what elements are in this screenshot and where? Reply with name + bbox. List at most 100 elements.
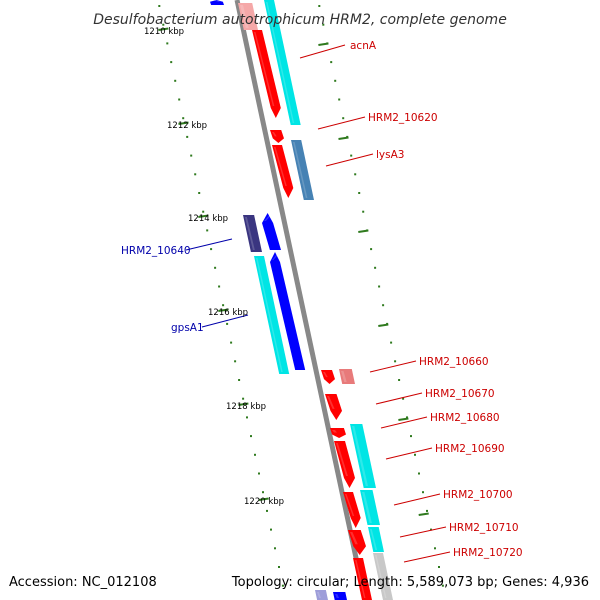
gene-features xyxy=(210,0,393,600)
gene-hrm2-10700-body[interactable] xyxy=(343,492,361,528)
gene-label-lysA3[interactable]: lysA3 xyxy=(376,149,404,161)
gene-hrm2-10700-partner-body[interactable] xyxy=(360,490,380,525)
gene-hrm2-10660-partner-body[interactable] xyxy=(339,369,355,384)
gene-hrm2-10660-body[interactable] xyxy=(321,370,335,384)
ruler-dot xyxy=(206,229,209,232)
gene-hrm2-10690-partner[interactable] xyxy=(350,424,376,488)
ruler-tick xyxy=(158,27,169,31)
gene-bottom-grey-body[interactable] xyxy=(315,590,328,600)
gene-hrm2-10640-partner-body[interactable] xyxy=(262,213,281,250)
gene-label-hrm2-10690[interactable]: HRM2_10690 xyxy=(435,443,505,455)
gene-hrm2-10720-partner[interactable] xyxy=(373,553,393,600)
gene-hrm2-10720-partner-body[interactable] xyxy=(373,553,393,600)
gene-lysA3[interactable] xyxy=(272,145,294,198)
gene-lysA3-partner-body[interactable] xyxy=(291,140,314,200)
gene-hrm2-10690[interactable] xyxy=(334,441,355,488)
gene-top-blue-body[interactable] xyxy=(210,0,224,5)
gene-gpsA1[interactable] xyxy=(270,252,306,370)
gene-hrm2-10700-partner[interactable] xyxy=(360,490,380,525)
ruler-label-1210: 1210 kbp xyxy=(144,27,184,37)
gene-label-hrm2-10720[interactable]: HRM2_10720 xyxy=(453,547,523,559)
ruler-dot xyxy=(274,547,276,550)
ruler-dot xyxy=(438,566,440,568)
ruler-dot xyxy=(166,42,169,45)
gene-hrm2-10710-body[interactable] xyxy=(348,530,366,555)
gene-acnA-partner[interactable] xyxy=(264,0,301,125)
gene-gpsA1-cyan[interactable] xyxy=(254,256,290,374)
ruler-dot xyxy=(390,341,393,344)
ruler-dot xyxy=(214,266,217,269)
gene-hrm2-10680-body[interactable] xyxy=(330,428,346,438)
ruler-label-1216: 1216 kbp xyxy=(208,308,248,318)
gene-acnA-body[interactable] xyxy=(252,30,281,118)
ruler-tick xyxy=(218,308,229,312)
ruler-dot xyxy=(186,135,189,138)
gene-label-acnA[interactable]: acnA xyxy=(350,40,377,52)
ruler-tick xyxy=(378,323,389,327)
ruler-dot xyxy=(254,453,256,456)
gene-hrm2-10620[interactable] xyxy=(270,130,284,143)
leader-line xyxy=(317,116,366,130)
gene-gpsA1-cyan-body[interactable] xyxy=(254,256,290,374)
gene-label-hrm2-10670[interactable]: HRM2_10670 xyxy=(425,388,495,400)
ruler-dot xyxy=(158,5,161,7)
gene-lysA3-partner[interactable] xyxy=(291,140,314,200)
ruler-tick xyxy=(358,229,369,233)
ruler-tick xyxy=(198,214,209,218)
gene-label-hrm2-10710[interactable]: HRM2_10710 xyxy=(449,522,519,534)
gene-hrm2-10700[interactable] xyxy=(343,492,361,528)
gene-bottom-grey-shine xyxy=(317,592,321,598)
ruler-dot xyxy=(174,79,177,82)
gene-hrm2-10670-body[interactable] xyxy=(325,394,342,420)
gene-hrm2-10640-partner[interactable] xyxy=(262,213,281,250)
gene-label-hrm2-10640[interactable]: HRM2_10640 xyxy=(121,245,191,257)
gene-hrm2-10690-partner-body[interactable] xyxy=(350,424,376,488)
ruler-dot xyxy=(234,360,237,363)
gene-top-pink[interactable] xyxy=(238,3,258,30)
gene-hrm2-10710[interactable] xyxy=(348,530,366,555)
gene-lysA3-body[interactable] xyxy=(272,145,294,198)
gene-bottom-blue-body[interactable] xyxy=(333,592,347,600)
gene-label-hrm2-10660[interactable]: HRM2_10660 xyxy=(419,356,489,368)
gene-bottom-blue[interactable] xyxy=(333,592,347,600)
gene-label-gpsA1[interactable]: gpsA1 xyxy=(171,322,204,334)
gene-label-hrm2-10620[interactable]: HRM2_10620 xyxy=(368,112,438,124)
gene-top-pink-shine xyxy=(240,5,249,28)
gene-hrm2-10660-partner[interactable] xyxy=(339,369,355,384)
gene-top-blue[interactable] xyxy=(210,0,224,5)
ruler-dot xyxy=(250,435,252,438)
gene-gpsA1-body[interactable] xyxy=(270,252,306,370)
ruler-dot xyxy=(378,285,381,288)
gene-label-hrm2-10680[interactable]: HRM2_10680 xyxy=(430,412,500,424)
gene-hrm2-10680[interactable] xyxy=(330,428,346,438)
gene-hrm2-10640[interactable] xyxy=(243,215,262,252)
gene-hrm2-10670-shine xyxy=(327,396,335,409)
leader-line xyxy=(299,44,346,59)
gene-hrm2-10660[interactable] xyxy=(321,370,335,384)
gene-hrm2-10720[interactable] xyxy=(353,558,372,600)
gene-hrm2-10720-body[interactable] xyxy=(353,558,372,600)
gene-acnA-shine xyxy=(254,32,275,106)
gene-label-hrm2-10700[interactable]: HRM2_10700 xyxy=(443,489,513,501)
genome-backbone xyxy=(234,0,368,600)
ruler-dot xyxy=(262,491,264,494)
gene-hrm2-10700-shine xyxy=(345,494,355,516)
gene-acnA-partner-body[interactable] xyxy=(264,0,301,125)
gene-bottom-grey[interactable] xyxy=(315,590,328,600)
ruler-tick xyxy=(338,136,349,140)
gene-hrm2-10690-body[interactable] xyxy=(334,441,355,488)
gene-lysA3-partner-shine xyxy=(293,142,308,198)
gene-hrm2-10720-partner-shine xyxy=(375,555,387,598)
gene-top-pink-body[interactable] xyxy=(238,3,258,30)
gene-hrm2-10670[interactable] xyxy=(325,394,342,420)
ruler-dot xyxy=(182,117,185,120)
gene-hrm2-10710-partner-body[interactable] xyxy=(368,527,384,552)
gene-hrm2-10640-body[interactable] xyxy=(243,215,262,252)
gene-acnA[interactable] xyxy=(252,30,281,118)
ruler-dot xyxy=(402,397,405,400)
gene-hrm2-10700-partner-shine xyxy=(362,492,372,523)
leader-lines xyxy=(185,44,451,563)
gene-hrm2-10710-partner[interactable] xyxy=(368,527,384,552)
gene-hrm2-10620-body[interactable] xyxy=(270,130,284,143)
